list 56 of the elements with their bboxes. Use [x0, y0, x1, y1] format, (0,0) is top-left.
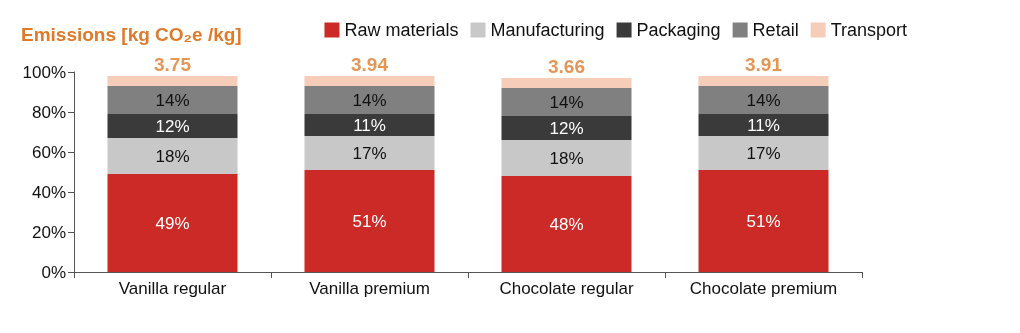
x-tick-label: Chocolate regular	[499, 279, 634, 298]
data-label: 51%	[352, 211, 387, 231]
bar	[304, 114, 435, 136]
bar	[698, 170, 829, 272]
bar	[107, 86, 238, 114]
bar	[501, 176, 632, 272]
chart-title: Emissions [kg CO₂e /kg]	[21, 24, 242, 45]
data-label: 14%	[155, 90, 190, 110]
legend-label: Packaging	[636, 20, 721, 40]
legend-label: Raw materials	[344, 20, 459, 40]
data-label: 11%	[747, 115, 780, 135]
bar	[304, 76, 435, 86]
data-label: 18%	[155, 146, 190, 166]
bar	[501, 116, 632, 140]
bar	[501, 88, 632, 116]
data-label: 11%	[353, 115, 386, 135]
x-tick-label: Vanilla premium	[309, 279, 430, 298]
legend-label: Transport	[830, 20, 907, 40]
bar	[698, 86, 829, 114]
y-tick-label: 0%	[41, 262, 66, 282]
y-tick-label: 20%	[31, 222, 66, 242]
annotation: 3.94	[351, 54, 389, 75]
data-label: 12%	[549, 118, 584, 138]
bar	[304, 136, 435, 170]
y-tick-label: 60%	[31, 142, 66, 162]
bar	[107, 174, 238, 272]
bar	[501, 140, 632, 176]
annotation: 3.66	[548, 56, 585, 77]
data-label: 17%	[352, 143, 387, 163]
bar	[501, 78, 632, 88]
legend-label: Retail	[752, 20, 799, 40]
legend-label: Manufacturing	[490, 20, 605, 40]
data-label: 51%	[746, 211, 781, 231]
bar	[304, 86, 435, 114]
bar	[304, 170, 435, 272]
y-tick-label: 40%	[31, 182, 66, 202]
bar	[698, 76, 829, 86]
data-label: 14%	[549, 92, 584, 112]
data-label: 48%	[549, 214, 584, 234]
data-label: 14%	[352, 90, 387, 110]
data-label: 12%	[155, 116, 190, 136]
y-tick-label: 100%	[22, 62, 66, 82]
y-tick-label: 80%	[31, 102, 66, 122]
annotation: 3.91	[745, 54, 783, 75]
x-tick-label: Chocolate premium	[689, 279, 838, 298]
x-tick-label: Vanilla regular	[118, 279, 227, 298]
data-label: 18%	[549, 148, 584, 168]
annotation: 3.75	[154, 54, 192, 75]
data-label: 17%	[746, 143, 781, 163]
bar	[107, 138, 238, 174]
bar	[107, 114, 238, 138]
bar	[698, 114, 829, 136]
data-label: 14%	[746, 90, 781, 110]
bar	[107, 76, 238, 86]
bar	[698, 136, 829, 170]
data-label: 49%	[155, 213, 190, 233]
